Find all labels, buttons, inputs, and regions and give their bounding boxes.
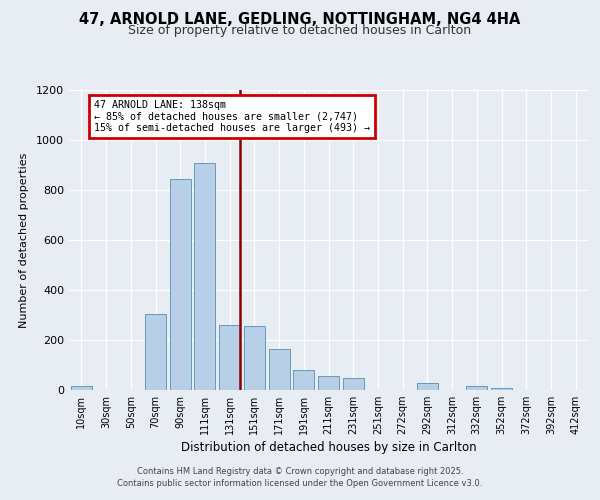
Text: 47 ARNOLD LANE: 138sqm
← 85% of detached houses are smaller (2,747)
15% of semi-: 47 ARNOLD LANE: 138sqm ← 85% of detached…	[94, 100, 370, 133]
Y-axis label: Number of detached properties: Number of detached properties	[19, 152, 29, 328]
Bar	[219, 325, 240, 390]
Bar	[170, 179, 191, 390]
Bar	[343, 378, 364, 390]
Bar	[466, 386, 487, 390]
Text: Size of property relative to detached houses in Carlton: Size of property relative to detached ho…	[128, 24, 472, 37]
Bar	[269, 349, 290, 390]
Bar	[417, 382, 438, 390]
Bar	[244, 326, 265, 390]
Text: 47, ARNOLD LANE, GEDLING, NOTTINGHAM, NG4 4HA: 47, ARNOLD LANE, GEDLING, NOTTINGHAM, NG…	[79, 12, 521, 28]
Text: Contains HM Land Registry data © Crown copyright and database right 2025.: Contains HM Land Registry data © Crown c…	[137, 467, 463, 476]
Bar	[318, 376, 339, 390]
Bar	[145, 314, 166, 390]
Bar	[491, 388, 512, 390]
Bar	[71, 386, 92, 390]
Text: Contains public sector information licensed under the Open Government Licence v3: Contains public sector information licen…	[118, 478, 482, 488]
Bar	[293, 370, 314, 390]
Bar	[194, 162, 215, 390]
X-axis label: Distribution of detached houses by size in Carlton: Distribution of detached houses by size …	[181, 442, 476, 454]
